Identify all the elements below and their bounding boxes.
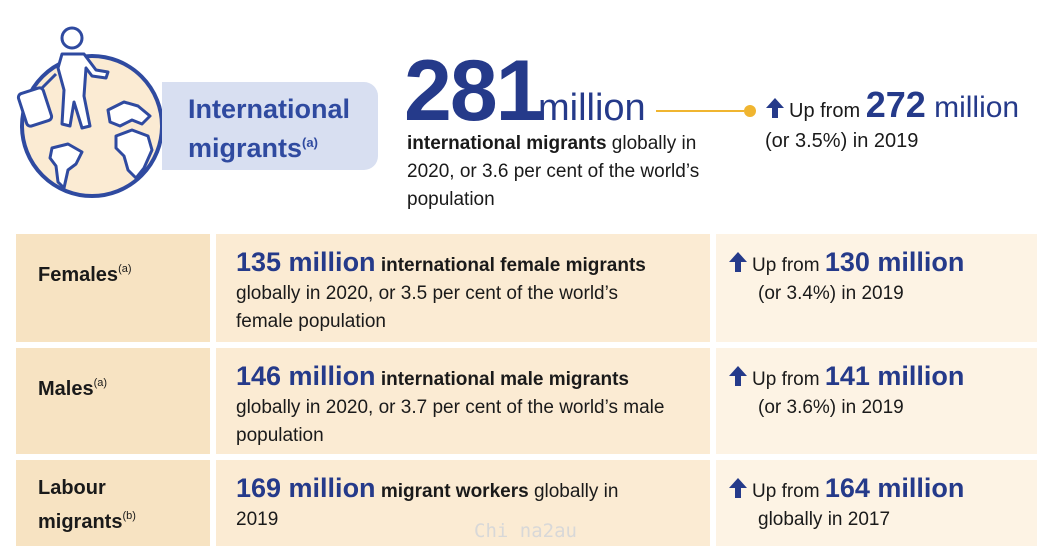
title-line-1: International [188,94,351,124]
table-row-labour-migrants: Labour migrants(b) 169 million migrant w… [16,460,1037,546]
up-arrow-icon [729,478,747,498]
title-line-2: migrants [188,133,303,163]
headline-desc-rest: globally in 2020, or 3.6 per cent of the… [407,133,700,210]
row-label-note: (b) [122,510,136,522]
row-label-line1: Labour [38,477,106,499]
row-label-note: (a) [93,377,108,389]
row-description-cell: 146 million international male migrants … [216,348,710,454]
row-value: 146 million [236,361,376,391]
row-value: 169 million [236,473,376,503]
row-desc-rest: 2019 [236,509,279,530]
watermark: Chi na2au [474,520,577,542]
headline-description: international migrants globally in 2020,… [407,130,727,214]
row-desc-rest-inline: globally in [528,481,619,502]
headline-up-line2: (or 3.5%) in 2019 [765,130,919,152]
row-label: Males [38,378,94,400]
row-up-line2: (or 3.4%) in 2019 [758,283,904,304]
row-comparison-cell: Up from 164 million globally in 2017 [716,460,1037,546]
row-label-line2: migrants [38,511,123,533]
row-description-cell: 169 million migrant workers globally in … [216,460,710,546]
row-up-prefix: Up from [752,255,825,276]
headline-up-value: 272 [865,84,926,125]
row-label: Females [38,264,119,286]
table-row-males: Males(a) 146 million international male … [16,348,1037,454]
row-comparison-cell: Up from 130 million (or 3.4%) in 2019 [716,234,1037,342]
row-label-note: (a) [118,263,132,275]
row-up-value: 130 million [824,247,965,277]
row-label-cell: Males(a) [16,348,210,454]
row-up-prefix: Up from [752,481,825,502]
headline-number: 281 [404,43,543,139]
connector-line [656,105,756,117]
up-arrow-icon [729,366,747,386]
row-desc-bold: international male migrants [380,369,629,390]
row-desc-rest: globally in 2020, or 3.7 per cent of the… [236,397,665,446]
up-arrow-icon [766,98,784,118]
row-desc-bold: migrant workers [380,481,529,502]
headline-up-unit: million [925,91,1020,124]
row-desc-bold: international female migrants [380,255,646,276]
row-value: 135 million [236,247,376,277]
title-pill: International migrants(a) [162,82,378,170]
row-description-cell: 135 million international female migrant… [216,234,710,342]
headline-desc-bold: international migrants [407,133,607,154]
row-up-value: 164 million [824,473,965,503]
row-up-line2: globally in 2017 [758,509,891,530]
headline-up-prefix: Up from [789,100,866,122]
table-row-females: Females(a) 135 million international fem… [16,234,1037,342]
row-label-cell: Females(a) [16,234,210,342]
title-note: (a) [302,135,318,150]
row-up-value: 141 million [824,361,965,391]
row-label-cell: Labour migrants(b) [16,460,210,546]
row-desc-rest: globally in 2020, or 3.5 per cent of the… [236,283,618,332]
row-comparison-cell: Up from 141 million (or 3.6%) in 2019 [716,348,1037,454]
row-up-line2: (or 3.6%) in 2019 [758,397,904,418]
headline-comparison: Up from 272 million (or 3.5%) in 2019 [765,87,1020,156]
headline-unit: million [538,87,646,129]
row-up-prefix: Up from [752,369,825,390]
globe-migrant-icon [16,26,164,198]
up-arrow-icon [729,252,747,272]
